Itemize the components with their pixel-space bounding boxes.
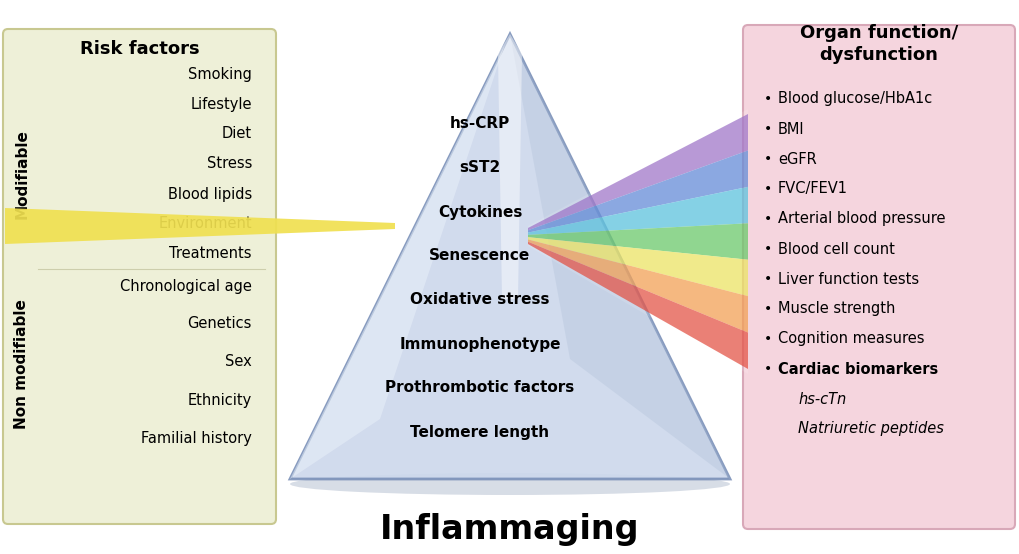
Text: Cytokines: Cytokines (437, 204, 522, 219)
Polygon shape (5, 208, 394, 244)
Text: eGFR: eGFR (777, 151, 816, 167)
Text: Diet: Diet (222, 126, 252, 141)
Polygon shape (528, 237, 747, 296)
Polygon shape (528, 239, 747, 332)
Text: Cognition measures: Cognition measures (777, 331, 923, 346)
Text: Chronological age: Chronological age (120, 279, 252, 294)
Text: Smoking: Smoking (187, 66, 252, 81)
Text: •: • (763, 92, 771, 106)
Polygon shape (510, 34, 730, 479)
Text: Non modifiable: Non modifiable (14, 299, 30, 429)
Polygon shape (289, 34, 730, 479)
Text: Risk factors: Risk factors (81, 40, 200, 58)
Text: Sex: Sex (225, 355, 252, 370)
Text: Blood glucose/HbA1c: Blood glucose/HbA1c (777, 91, 931, 106)
Polygon shape (528, 109, 747, 374)
Text: Prothrombotic factors: Prothrombotic factors (385, 381, 574, 396)
Text: Cardiac biomarkers: Cardiac biomarkers (777, 362, 937, 377)
Text: Treatments: Treatments (169, 247, 252, 261)
Text: Arterial blood pressure: Arterial blood pressure (777, 212, 945, 227)
Text: •: • (763, 332, 771, 346)
Polygon shape (289, 34, 510, 479)
Text: Blood cell count: Blood cell count (777, 242, 894, 257)
Text: •: • (763, 182, 771, 196)
Text: Environment: Environment (158, 217, 252, 232)
Text: Ethnicity: Ethnicity (187, 392, 252, 408)
Text: Liver function tests: Liver function tests (777, 271, 918, 286)
Text: Lifestyle: Lifestyle (191, 96, 252, 111)
Text: Telomere length: Telomere length (410, 424, 549, 439)
Text: Organ function/
dysfunction: Organ function/ dysfunction (799, 24, 957, 64)
Polygon shape (528, 223, 747, 260)
Text: •: • (763, 152, 771, 166)
Text: •: • (763, 272, 771, 286)
Polygon shape (528, 187, 747, 235)
Text: Oxidative stress: Oxidative stress (410, 293, 549, 307)
Text: BMI: BMI (777, 121, 804, 136)
Text: Familial history: Familial history (141, 430, 252, 445)
Text: hs-cTn: hs-cTn (797, 392, 846, 407)
Polygon shape (528, 114, 747, 230)
Text: •: • (763, 362, 771, 376)
Text: •: • (763, 122, 771, 136)
Text: Stress: Stress (207, 156, 252, 172)
Polygon shape (497, 34, 522, 299)
Text: sST2: sST2 (459, 161, 500, 176)
Text: Blood lipids: Blood lipids (167, 187, 252, 202)
FancyBboxPatch shape (742, 25, 1014, 529)
Text: •: • (763, 302, 771, 316)
Text: FVC/FEV1: FVC/FEV1 (777, 182, 847, 197)
Polygon shape (528, 242, 747, 369)
Text: Muscle strength: Muscle strength (777, 301, 895, 316)
Text: •: • (763, 242, 771, 256)
Text: Immunophenotype: Immunophenotype (398, 336, 560, 351)
Ellipse shape (289, 473, 730, 495)
Text: Natriuretic peptides: Natriuretic peptides (797, 422, 943, 437)
Text: Senescence: Senescence (429, 249, 530, 264)
Polygon shape (528, 151, 747, 233)
FancyBboxPatch shape (3, 29, 276, 524)
Text: •: • (763, 212, 771, 226)
Text: hs-CRP: hs-CRP (449, 116, 510, 131)
Text: Genetics: Genetics (187, 316, 252, 331)
Text: Modifiable: Modifiable (14, 129, 30, 219)
Text: Inflammaging: Inflammaging (380, 512, 639, 546)
